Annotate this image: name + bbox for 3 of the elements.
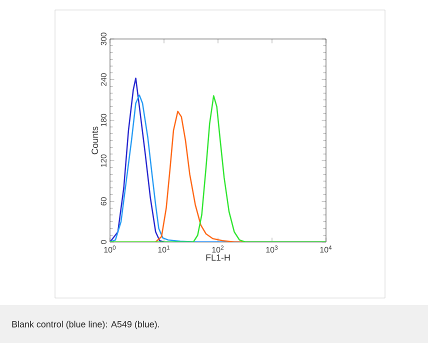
text: Blank control (blue line): A549 (blue). <box>12 320 160 330</box>
x-axis-title: FL1-H <box>206 254 230 261</box>
y-axis-title: Counts <box>92 126 98 154</box>
